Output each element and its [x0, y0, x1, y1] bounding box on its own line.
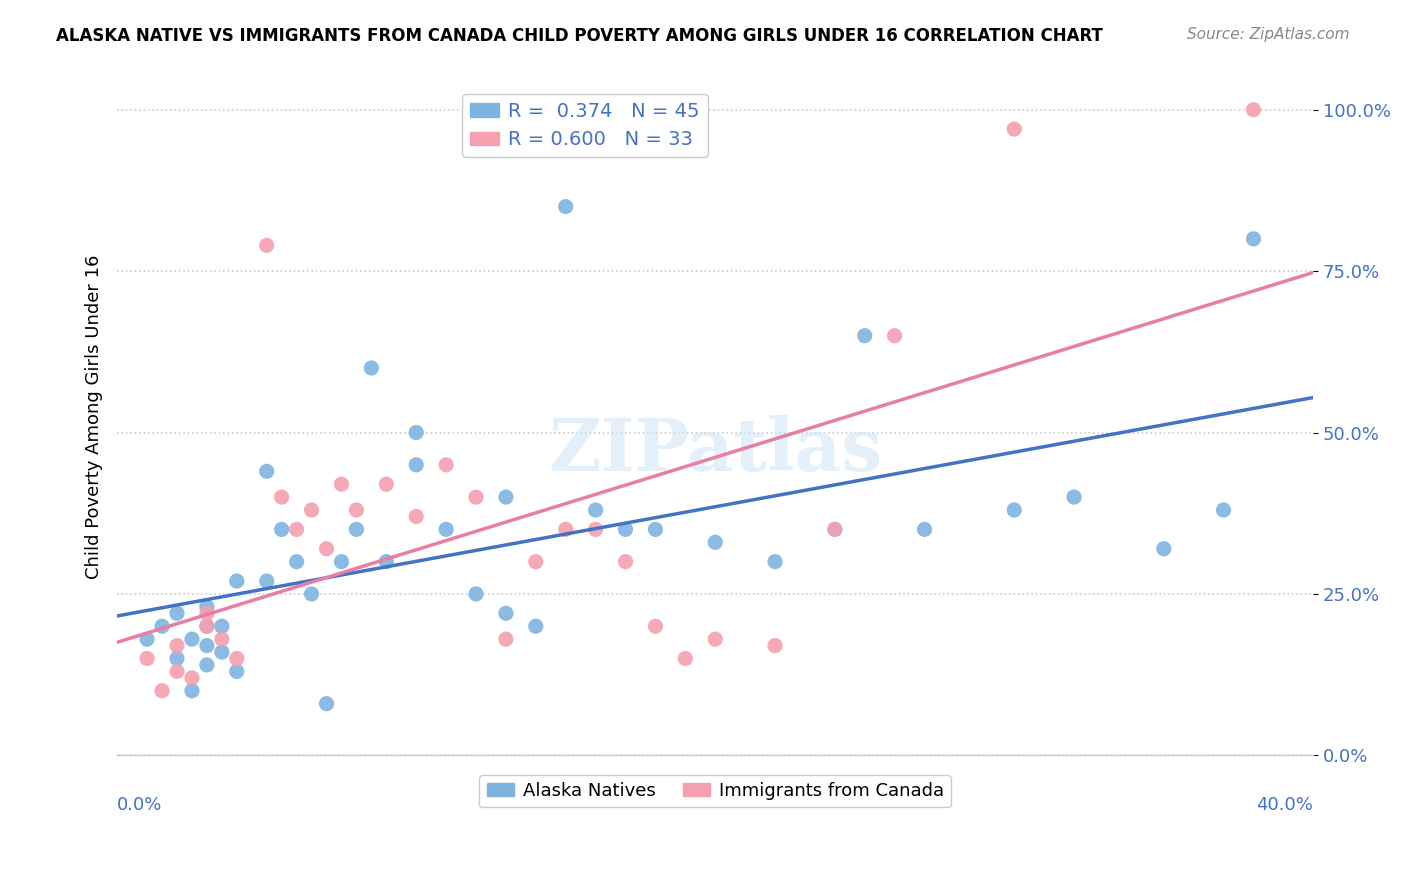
Point — [330, 477, 353, 491]
Text: ALASKA NATIVE VS IMMIGRANTS FROM CANADA CHILD POVERTY AMONG GIRLS UNDER 16 CORRE: ALASKA NATIVE VS IMMIGRANTS FROM CANADA … — [56, 27, 1104, 45]
Point — [195, 639, 218, 653]
Point — [405, 458, 427, 472]
Point — [614, 522, 637, 536]
Point — [270, 522, 292, 536]
Point — [824, 522, 846, 536]
Point — [853, 328, 876, 343]
Point — [495, 490, 517, 504]
Point — [554, 200, 576, 214]
Point — [285, 522, 308, 536]
Point — [1243, 232, 1265, 246]
Point — [150, 619, 173, 633]
Text: 0.0%: 0.0% — [117, 796, 163, 814]
Point — [166, 665, 188, 679]
Point — [225, 651, 247, 665]
Point — [315, 697, 337, 711]
Point — [181, 671, 204, 685]
Point — [166, 651, 188, 665]
Point — [181, 683, 204, 698]
Point — [554, 522, 576, 536]
Point — [211, 619, 233, 633]
Point — [824, 522, 846, 536]
Point — [256, 464, 278, 478]
Point — [495, 607, 517, 621]
Point — [524, 619, 547, 633]
Point — [211, 645, 233, 659]
Point — [330, 555, 353, 569]
Point — [465, 490, 488, 504]
Point — [195, 619, 218, 633]
Point — [136, 651, 159, 665]
Point — [883, 328, 905, 343]
Point — [211, 632, 233, 647]
Point — [495, 632, 517, 647]
Text: Source: ZipAtlas.com: Source: ZipAtlas.com — [1187, 27, 1350, 42]
Point — [195, 619, 218, 633]
Point — [1063, 490, 1085, 504]
Point — [360, 361, 382, 376]
Text: ZIPatlas: ZIPatlas — [548, 415, 883, 486]
Point — [763, 639, 786, 653]
Point — [704, 535, 727, 549]
Point — [585, 503, 607, 517]
Point — [301, 587, 323, 601]
Point — [195, 607, 218, 621]
Point — [375, 477, 398, 491]
Point — [673, 651, 696, 665]
Point — [1002, 122, 1025, 136]
Point — [704, 632, 727, 647]
Point — [1002, 503, 1025, 517]
Point — [375, 555, 398, 569]
Point — [1153, 541, 1175, 556]
Point — [225, 574, 247, 588]
Point — [644, 522, 666, 536]
Point — [524, 555, 547, 569]
Y-axis label: Child Poverty Among Girls Under 16: Child Poverty Among Girls Under 16 — [86, 254, 103, 579]
Point — [195, 657, 218, 672]
Point — [195, 599, 218, 614]
Point — [405, 509, 427, 524]
Point — [434, 458, 457, 472]
Point — [285, 555, 308, 569]
Point — [256, 574, 278, 588]
Point — [225, 665, 247, 679]
Point — [465, 587, 488, 601]
Point — [644, 619, 666, 633]
Point — [166, 607, 188, 621]
Point — [136, 632, 159, 647]
Legend: Alaska Natives, Immigrants from Canada: Alaska Natives, Immigrants from Canada — [479, 775, 950, 807]
Point — [256, 238, 278, 252]
Point — [1212, 503, 1234, 517]
Point — [585, 522, 607, 536]
Point — [405, 425, 427, 440]
Point — [1243, 103, 1265, 117]
Point — [301, 503, 323, 517]
Point — [344, 503, 367, 517]
Text: 40.0%: 40.0% — [1257, 796, 1313, 814]
Point — [344, 522, 367, 536]
Point — [763, 555, 786, 569]
Point — [614, 555, 637, 569]
Point — [914, 522, 936, 536]
Point — [315, 541, 337, 556]
Point — [166, 639, 188, 653]
Point — [434, 522, 457, 536]
Point — [181, 632, 204, 647]
Point — [150, 683, 173, 698]
Point — [270, 490, 292, 504]
